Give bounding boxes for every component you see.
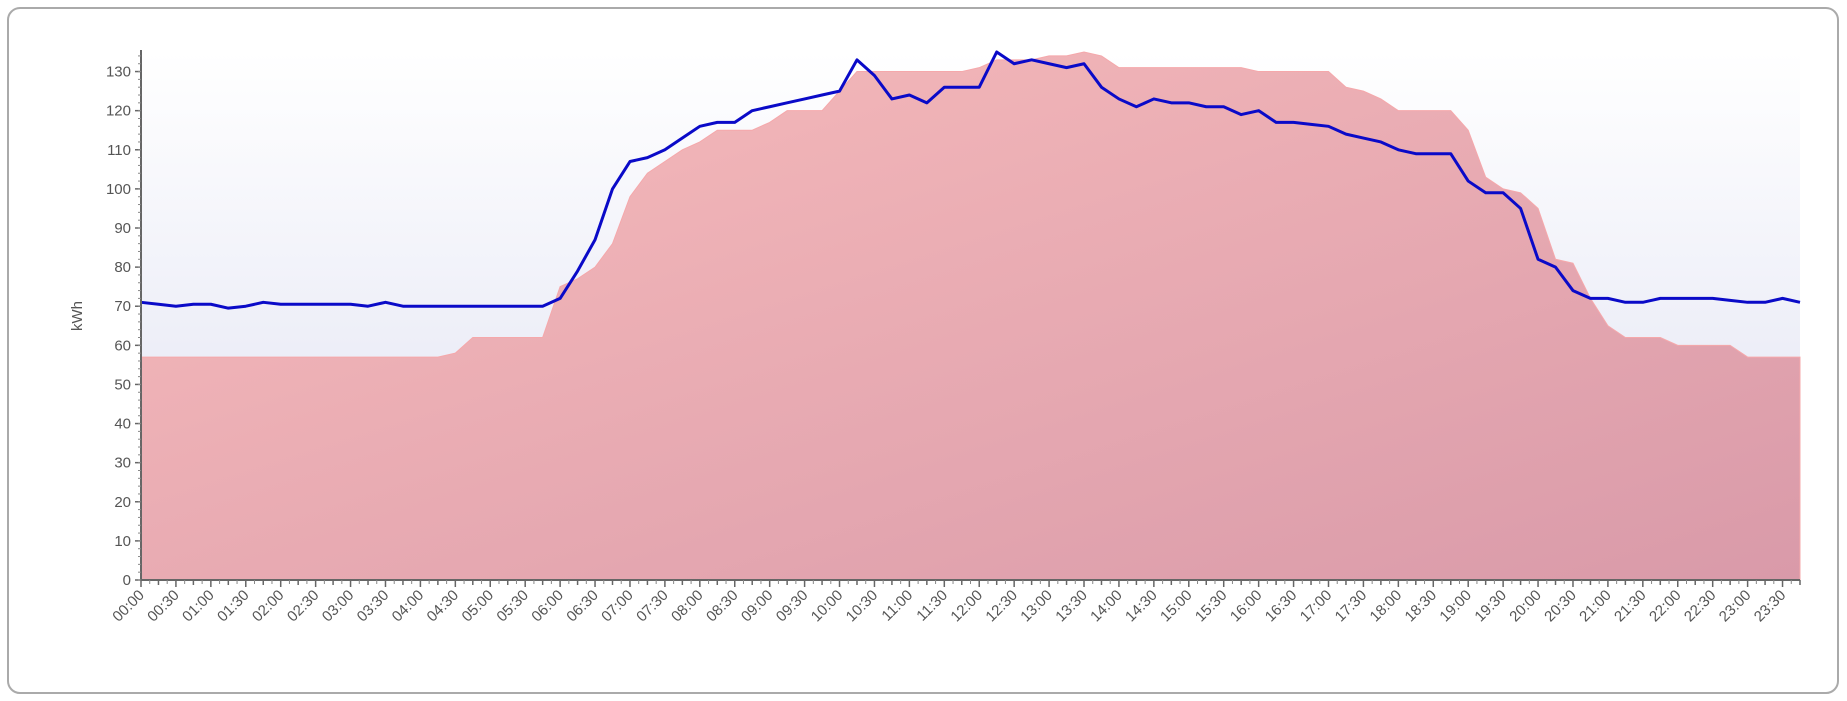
line (140, 50, 1801, 310)
y-tick-label: 20 (114, 494, 131, 511)
y-axis-label: kWh (69, 301, 86, 331)
y-tick-label: 90 (114, 220, 131, 237)
y-tick-label: 110 (107, 142, 131, 159)
y-tick-label: 30 (114, 455, 131, 472)
y-tick-label: 80 (114, 259, 131, 276)
y-tick-label: 70 (114, 298, 131, 315)
y-tick-label: 40 (114, 416, 131, 433)
y-tick-label: 120 (106, 103, 131, 120)
y-tick-label: 60 (114, 337, 131, 354)
y-tick-label: 130 (106, 64, 131, 81)
y-tick-label: 0 (123, 572, 131, 589)
y-tick-label: 100 (106, 181, 131, 198)
y-tick-label: 50 (114, 376, 131, 393)
area (140, 51, 1801, 581)
y-tick-label: 10 (114, 533, 131, 550)
